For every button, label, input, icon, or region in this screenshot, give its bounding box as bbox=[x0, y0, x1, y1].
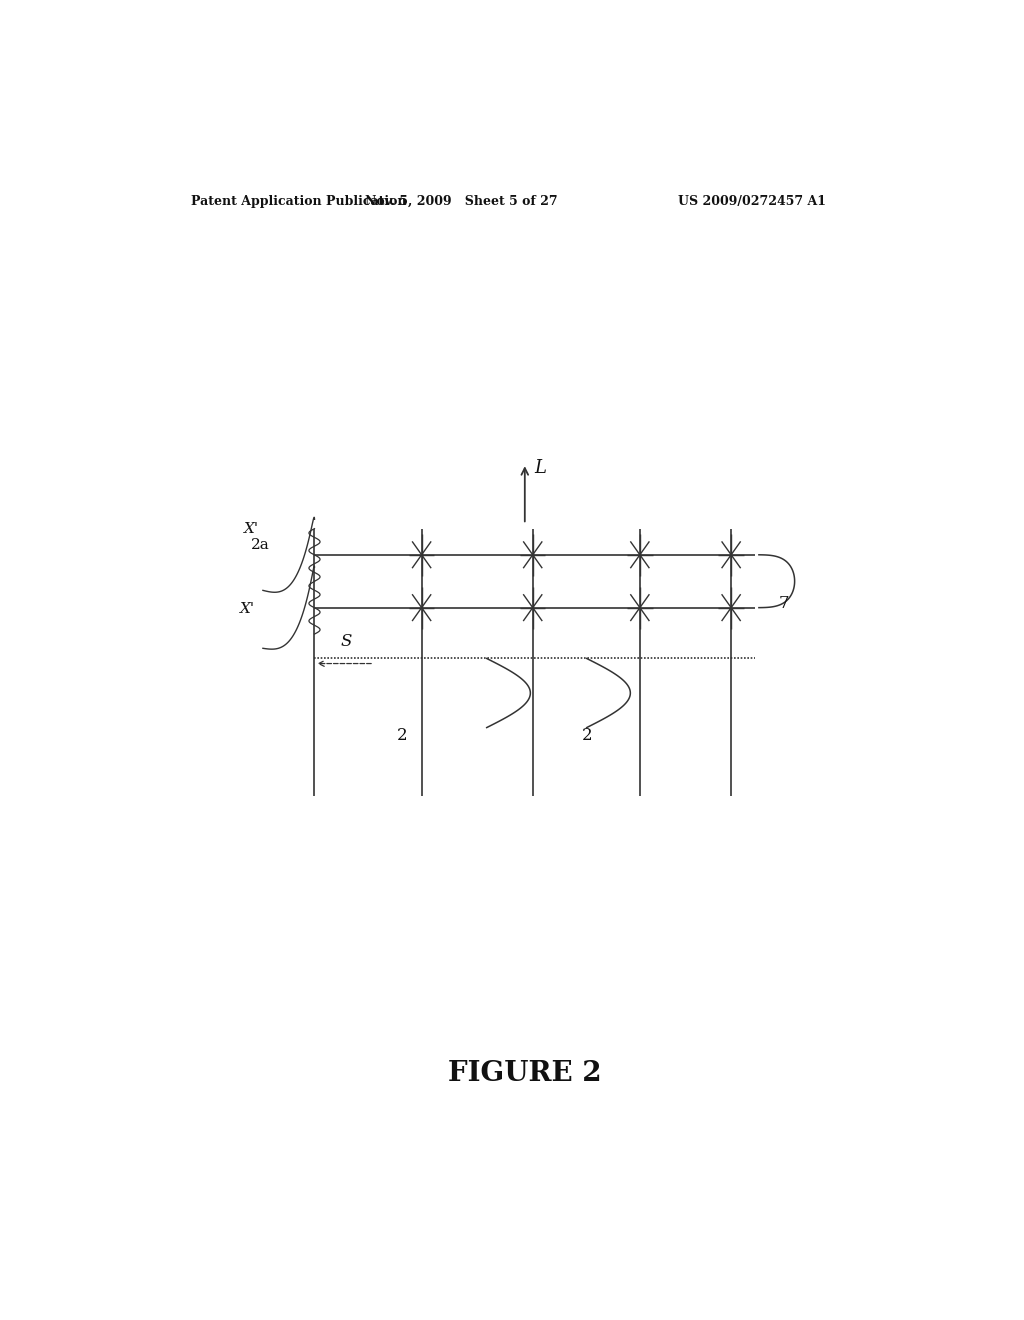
Text: FIGURE 2: FIGURE 2 bbox=[447, 1060, 602, 1086]
Text: X': X' bbox=[244, 523, 259, 536]
Text: US 2009/0272457 A1: US 2009/0272457 A1 bbox=[678, 195, 826, 209]
Text: X': X' bbox=[240, 602, 255, 615]
Text: Patent Application Publication: Patent Application Publication bbox=[191, 195, 407, 209]
Text: 2: 2 bbox=[396, 727, 408, 744]
Text: 2: 2 bbox=[582, 727, 593, 744]
Text: 7: 7 bbox=[778, 595, 790, 612]
Text: S: S bbox=[341, 634, 352, 651]
Text: 2a: 2a bbox=[251, 537, 269, 552]
Text: Nov. 5, 2009   Sheet 5 of 27: Nov. 5, 2009 Sheet 5 of 27 bbox=[365, 195, 558, 209]
Text: L: L bbox=[535, 459, 547, 478]
